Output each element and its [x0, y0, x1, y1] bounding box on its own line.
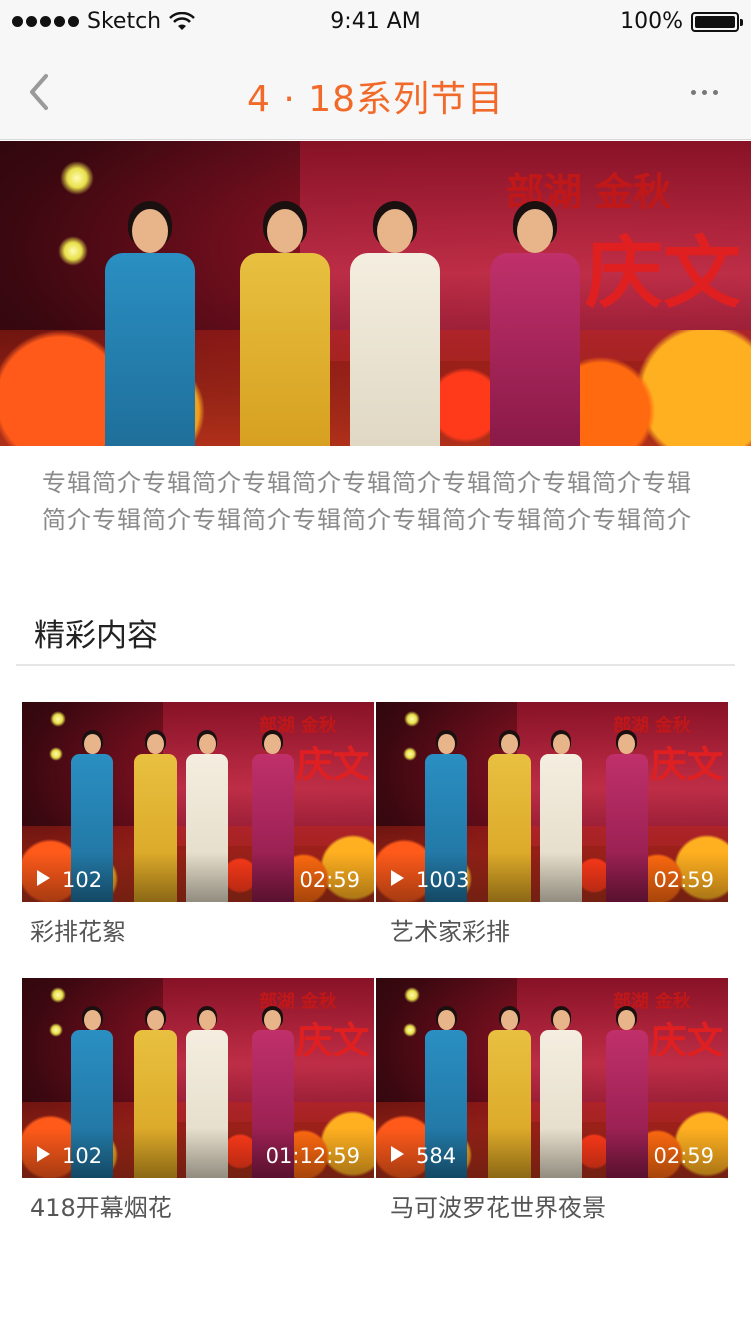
album-intro: 专辑简介专辑简介专辑简介专辑简介专辑简介专辑简介专辑简介专辑简介专辑简介专辑简介… [42, 469, 692, 534]
play-count: 584 [416, 1144, 457, 1168]
wifi-icon [169, 11, 196, 30]
section-divider [16, 664, 735, 666]
play-count: 1003 [416, 868, 470, 892]
video-thumbnail-image: 庆文 部湖 金秋 [22, 702, 374, 902]
video-card[interactable]: 庆文 部湖 金秋 102 02:59 彩排花絮 [22, 702, 374, 946]
video-duration: 02:59 [299, 868, 360, 892]
play-count: 102 [62, 868, 103, 892]
section-title: 精彩内容 [34, 618, 158, 654]
status-bar: Sketch 9:41 AM 100% [0, 0, 751, 42]
play-icon [391, 1146, 404, 1162]
play-icon [391, 870, 404, 886]
video-duration: 02:59 [653, 1144, 714, 1168]
play-icon [37, 1146, 50, 1162]
video-title[interactable]: 彩排花絮 [30, 918, 126, 946]
video-thumbnail-image: 庆文 部湖 金秋 [376, 978, 728, 1178]
carrier-group: Sketch [12, 9, 196, 34]
video-card[interactable]: 庆文 部湖 金秋 102 01:12:59 418开幕烟花 [22, 978, 374, 1222]
video-thumbnail-image: 庆文 部湖 金秋 [376, 702, 728, 902]
ellipsis-icon[interactable] [691, 82, 727, 102]
video-duration: 01:12:59 [265, 1144, 360, 1168]
navigation-bar: 4 · 18系列节目 [0, 42, 751, 140]
status-time: 9:41 AM [330, 9, 421, 34]
video-thumbnail[interactable]: 庆文 部湖 金秋 102 01:12:59 [22, 978, 374, 1178]
carrier-name: Sketch [87, 9, 162, 34]
chevron-left-icon[interactable] [22, 72, 58, 112]
video-thumbnail-image: 庆文 部湖 金秋 [22, 978, 374, 1178]
video-duration: 02:59 [653, 868, 714, 892]
battery-icon [691, 11, 743, 32]
play-count: 102 [62, 1144, 103, 1168]
battery-percent: 100% [620, 9, 683, 34]
battery-group: 100% [620, 9, 743, 34]
hero-image: 庆文 部湖 金秋 [0, 141, 751, 446]
video-thumbnail[interactable]: 庆文 部湖 金秋 1003 02:59 [376, 702, 728, 902]
video-title[interactable]: 418开幕烟花 [30, 1194, 172, 1222]
video-thumbnail[interactable]: 庆文 部湖 金秋 102 02:59 [22, 702, 374, 902]
video-thumbnail[interactable]: 庆文 部湖 金秋 584 02:59 [376, 978, 728, 1178]
video-title[interactable]: 艺术家彩排 [390, 918, 510, 946]
video-card[interactable]: 庆文 部湖 金秋 584 02:59 马可波罗花世界夜景 [376, 978, 728, 1222]
play-icon [37, 870, 50, 886]
video-title[interactable]: 马可波罗花世界夜景 [390, 1194, 606, 1222]
signal-icon [12, 16, 79, 27]
video-card[interactable]: 庆文 部湖 金秋 1003 02:59 艺术家彩排 [376, 702, 728, 946]
page-title: 4 · 18系列节目 [246, 79, 505, 120]
